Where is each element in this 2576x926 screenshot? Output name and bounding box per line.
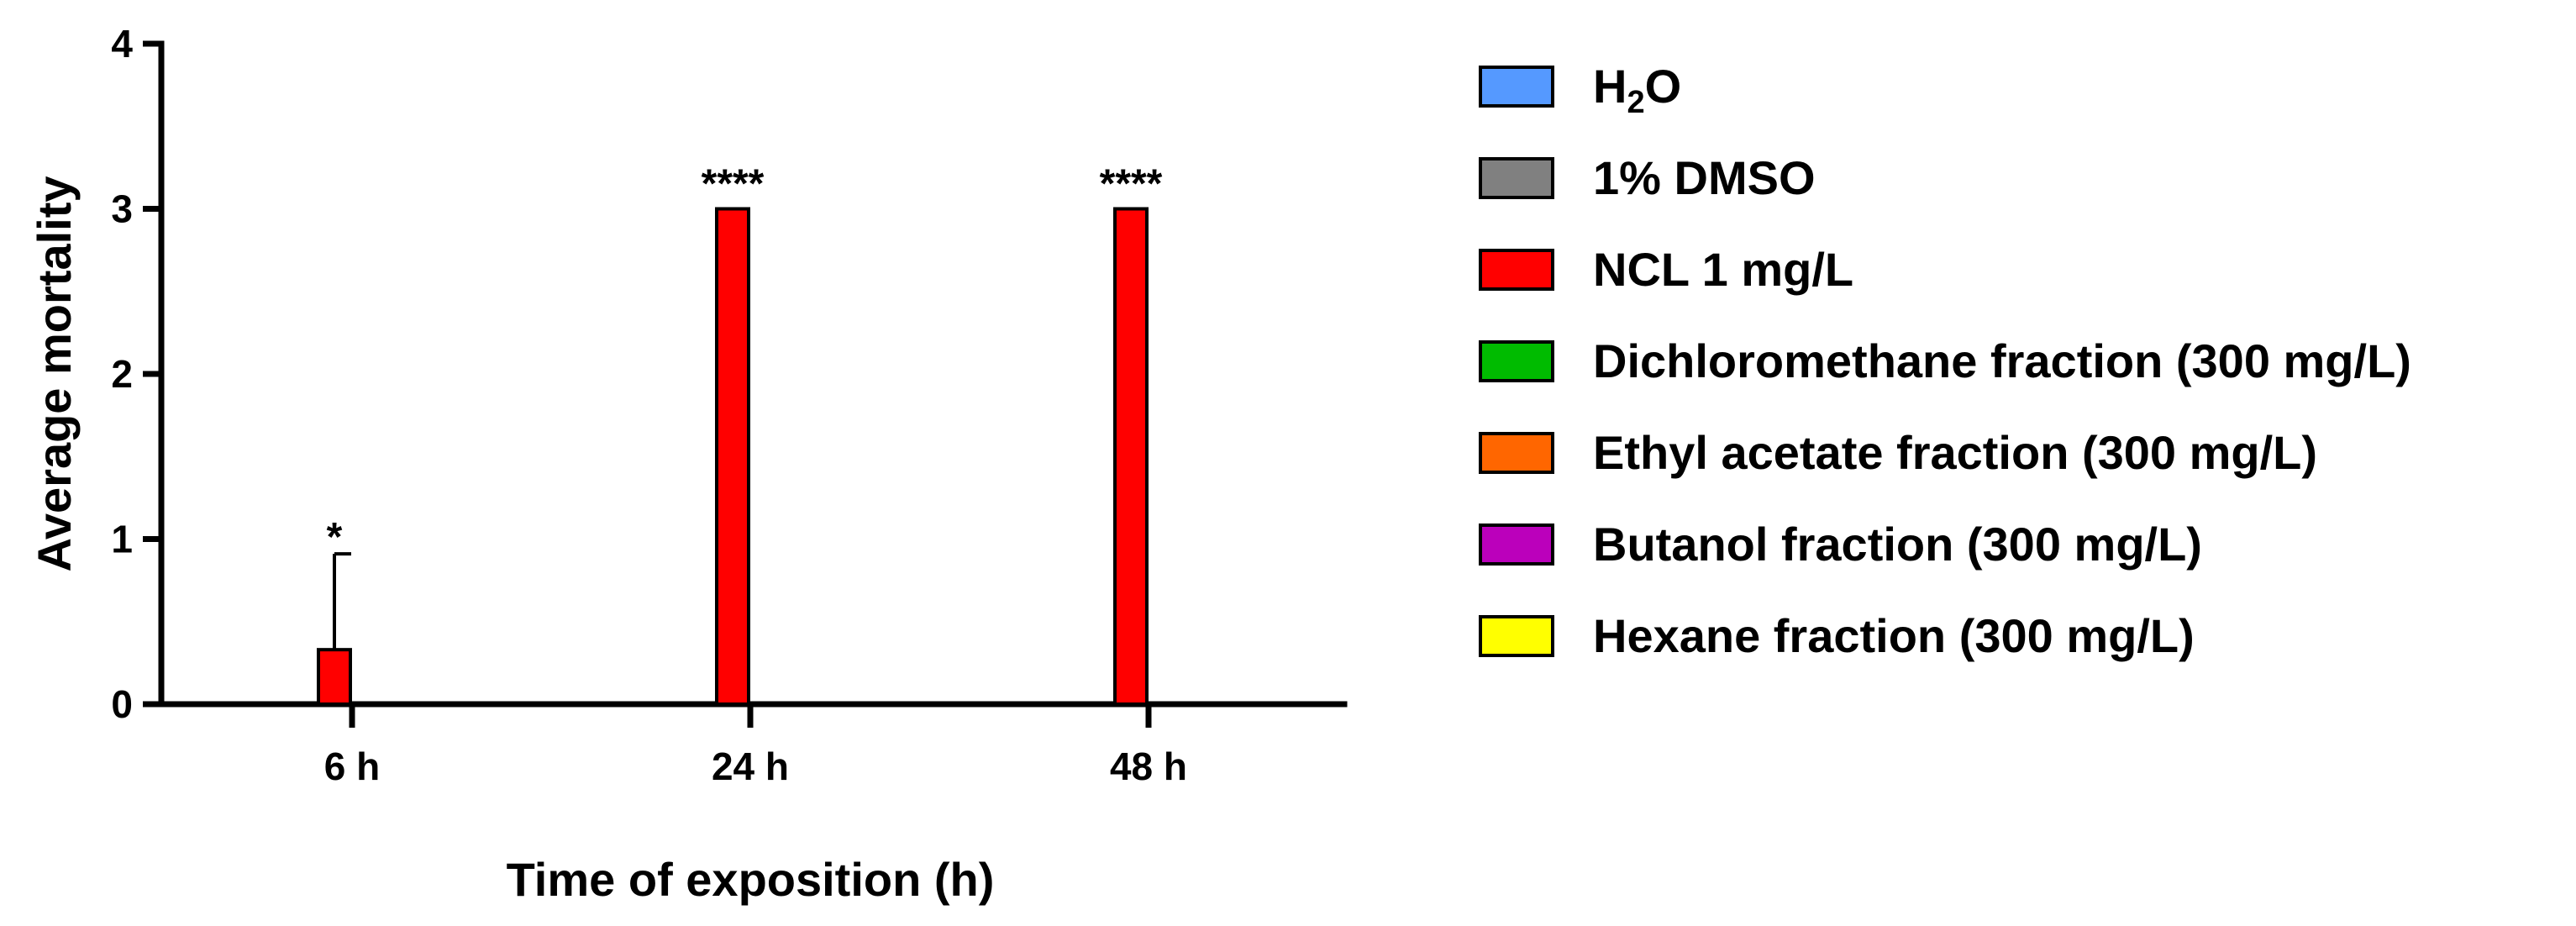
bar bbox=[317, 648, 352, 707]
legend-swatch bbox=[1479, 66, 1554, 108]
y-axis-label: Average mortality bbox=[28, 176, 81, 572]
legend-swatch bbox=[1479, 615, 1554, 657]
y-tick-label: 2 bbox=[111, 352, 133, 396]
legend: H2O 1% DMSO NCL 1 mg/L Dichloromethane frac… bbox=[1479, 60, 2411, 662]
significance-label: * bbox=[327, 515, 343, 560]
legend-label: NCL 1 mg/L bbox=[1593, 243, 1853, 296]
legend-label: Butanol fraction (300 mg/L) bbox=[1593, 518, 2202, 571]
y-tick-label: 3 bbox=[111, 187, 133, 231]
x-axis-label: Time of exposition (h) bbox=[507, 853, 995, 906]
legend-label: 1% DMSO bbox=[1593, 151, 1816, 204]
x-tick-label: 24 h bbox=[712, 744, 789, 788]
legend-label: H2O bbox=[1593, 60, 1681, 120]
legend-swatch bbox=[1479, 432, 1554, 474]
y-tick-label: 1 bbox=[111, 518, 133, 561]
significance-label: **** bbox=[702, 162, 765, 207]
plot-area: 0 1 2 3 4 6 h * 24 h **** 48 h **** bbox=[111, 22, 1348, 788]
x-tick-label: 48 h bbox=[1110, 744, 1187, 788]
legend-swatch bbox=[1479, 157, 1554, 199]
x-tick-label: 6 h bbox=[324, 744, 380, 788]
legend-swatch bbox=[1479, 340, 1554, 382]
legend-swatch bbox=[1479, 524, 1554, 566]
significance-label: **** bbox=[1100, 162, 1163, 207]
legend-swatch bbox=[1479, 249, 1554, 291]
legend-label: Ethyl acetate fraction (300 mg/L) bbox=[1593, 426, 2317, 479]
bar bbox=[715, 207, 750, 706]
legend-label: Dichloromethane fraction (300 mg/L) bbox=[1593, 334, 2411, 387]
legend-label: Hexane fraction (300 mg/L) bbox=[1593, 609, 2195, 662]
bar bbox=[1113, 207, 1149, 706]
y-tick-label: 4 bbox=[111, 22, 133, 66]
y-tick-label: 0 bbox=[111, 682, 133, 726]
